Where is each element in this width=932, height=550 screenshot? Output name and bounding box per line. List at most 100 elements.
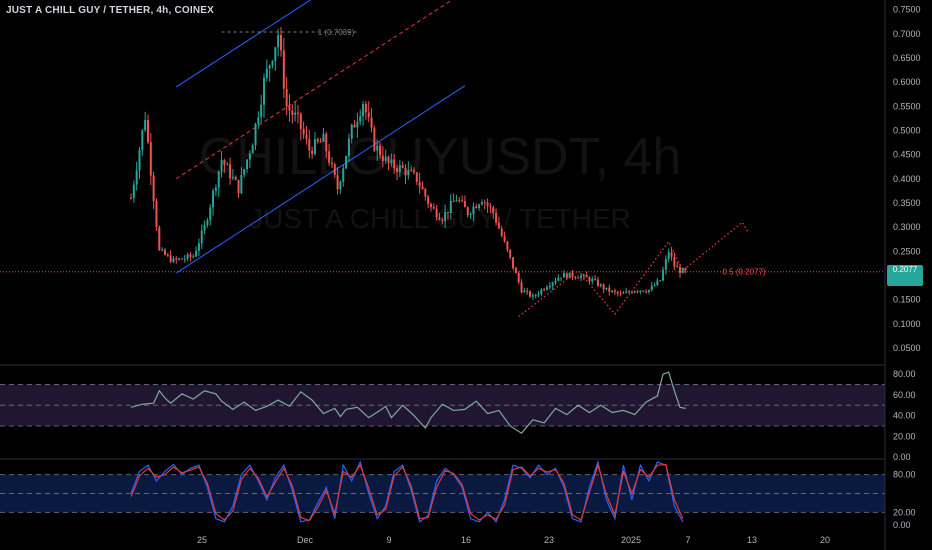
candle-body[interactable]: [333, 164, 336, 175]
candle-body[interactable]: [132, 184, 135, 199]
candle-body[interactable]: [543, 289, 546, 291]
candle-body[interactable]: [466, 207, 469, 216]
candle-body[interactable]: [214, 187, 217, 191]
candle-body[interactable]: [175, 258, 178, 260]
candle-body[interactable]: [441, 219, 444, 222]
candle-body[interactable]: [345, 155, 348, 169]
candle-body[interactable]: [413, 170, 415, 173]
candle-body[interactable]: [212, 190, 215, 208]
candle-body[interactable]: [141, 130, 144, 151]
candle-body[interactable]: [342, 168, 345, 182]
candle-body[interactable]: [415, 172, 418, 182]
candle-body[interactable]: [263, 77, 266, 105]
candle-body[interactable]: [472, 206, 475, 215]
candle-body[interactable]: [384, 156, 387, 161]
candle-body[interactable]: [373, 127, 376, 151]
candle-body[interactable]: [362, 103, 365, 117]
candle-body[interactable]: [217, 171, 220, 188]
candle-body[interactable]: [339, 181, 342, 190]
candle-body[interactable]: [166, 254, 169, 256]
candle-body[interactable]: [656, 280, 659, 286]
channel-lower-line[interactable]: [176, 85, 466, 274]
candle-body[interactable]: [367, 112, 370, 118]
candle-body[interactable]: [294, 112, 297, 115]
candle-body[interactable]: [246, 159, 249, 170]
candle-body[interactable]: [155, 201, 158, 227]
rsi-line[interactable]: [130, 371, 686, 434]
candle-body[interactable]: [523, 290, 526, 293]
candle-body[interactable]: [336, 174, 339, 190]
candle-body[interactable]: [670, 252, 673, 257]
candle-body[interactable]: [146, 120, 149, 143]
candle-body[interactable]: [650, 285, 653, 290]
candle-body[interactable]: [282, 50, 285, 89]
candle-body[interactable]: [444, 211, 447, 222]
candle-body[interactable]: [192, 256, 195, 258]
candle-body[interactable]: [475, 206, 478, 209]
candle-body[interactable]: [203, 224, 206, 231]
candle-body[interactable]: [492, 207, 495, 213]
candle-body[interactable]: [302, 128, 305, 135]
candle-body[interactable]: [560, 277, 563, 279]
candle-body[interactable]: [517, 273, 520, 283]
candle-body[interactable]: [461, 200, 464, 202]
candle-body[interactable]: [667, 252, 670, 260]
candle-body[interactable]: [138, 150, 141, 171]
candle-body[interactable]: [429, 203, 432, 208]
candle-body[interactable]: [608, 287, 611, 292]
candle-body[interactable]: [161, 249, 164, 251]
candle-body[interactable]: [622, 292, 625, 294]
candle-body[interactable]: [534, 295, 537, 297]
candle-body[interactable]: [582, 274, 585, 277]
candle-body[interactable]: [619, 293, 622, 295]
candle-body[interactable]: [435, 208, 438, 218]
candle-body[interactable]: [322, 133, 325, 142]
candle-body[interactable]: [427, 196, 430, 204]
candle-body[interactable]: [529, 291, 532, 297]
candle-body[interactable]: [234, 176, 237, 180]
candle-body[interactable]: [546, 287, 549, 290]
candle-body[interactable]: [579, 276, 582, 278]
candle-body[interactable]: [664, 259, 667, 270]
stoch-pane[interactable]: 80.00 20.00 0.00: [130, 459, 916, 530]
candle-body[interactable]: [642, 290, 645, 292]
candle-body[interactable]: [562, 273, 565, 278]
candle-body[interactable]: [186, 254, 189, 259]
candle-body[interactable]: [537, 293, 540, 296]
candle-body[interactable]: [251, 145, 254, 154]
candle-body[interactable]: [577, 277, 580, 279]
candle-body[interactable]: [183, 258, 186, 260]
candle-body[interactable]: [209, 207, 212, 221]
candle-body[interactable]: [455, 200, 458, 202]
candle-body[interactable]: [390, 159, 393, 164]
candle-body[interactable]: [376, 145, 379, 151]
candle-body[interactable]: [223, 160, 226, 165]
channel-upper-line[interactable]: [176, 0, 357, 88]
candle-body[interactable]: [591, 278, 594, 282]
candle-body[interactable]: [277, 35, 280, 48]
candle-body[interactable]: [639, 290, 642, 292]
candle-body[interactable]: [673, 256, 676, 267]
candle-body[interactable]: [206, 220, 209, 225]
candle-body[interactable]: [463, 200, 466, 208]
candle-body[interactable]: [152, 175, 155, 202]
candle-body[interactable]: [594, 278, 597, 280]
candle-body[interactable]: [495, 212, 498, 223]
candle-body[interactable]: [285, 88, 288, 107]
candle-body[interactable]: [509, 249, 512, 258]
candle-body[interactable]: [681, 268, 684, 274]
candle-body[interactable]: [630, 292, 633, 294]
candle-body[interactable]: [540, 289, 543, 294]
candle-body[interactable]: [200, 230, 203, 244]
candle-body[interactable]: [144, 120, 147, 131]
candle-body[interactable]: [602, 284, 605, 290]
candle-body[interactable]: [178, 258, 181, 260]
candle-body[interactable]: [356, 121, 359, 128]
candle-body[interactable]: [350, 124, 353, 139]
candle-body[interactable]: [271, 61, 274, 66]
candle-body[interactable]: [574, 277, 577, 279]
candle-body[interactable]: [229, 164, 232, 179]
candle-body[interactable]: [299, 113, 302, 129]
candle-body[interactable]: [489, 205, 492, 208]
candle-body[interactable]: [169, 255, 172, 262]
